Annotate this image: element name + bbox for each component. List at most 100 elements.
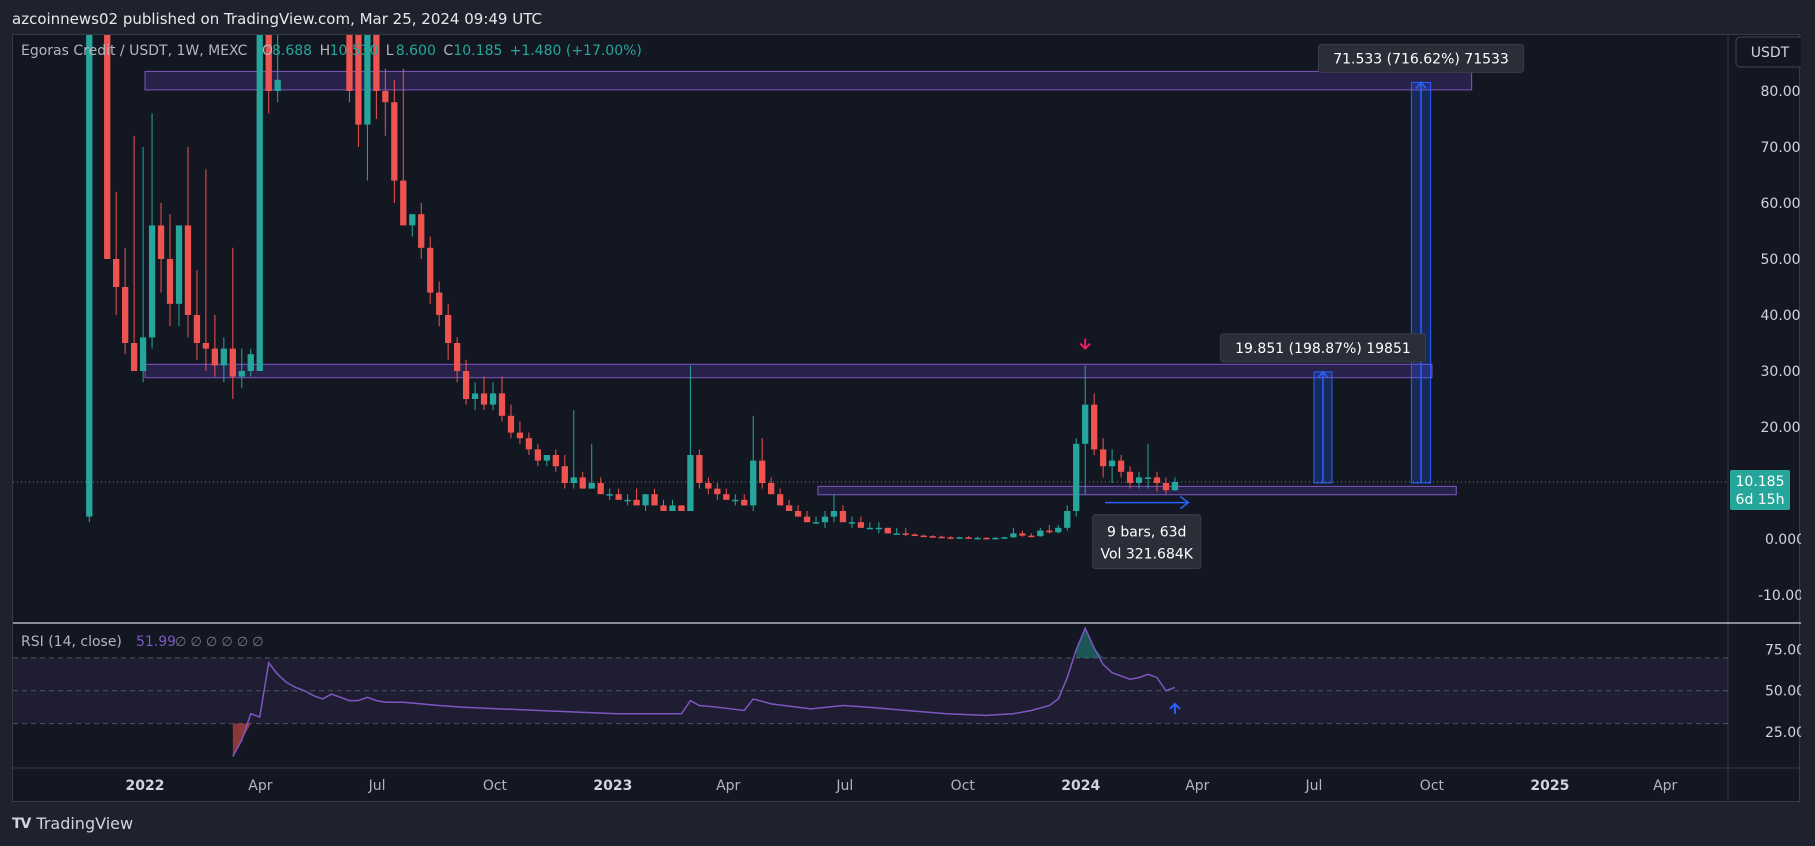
candle-body: [651, 494, 658, 506]
symbol-legend-title: Egoras Credit / USDT, 1W, MEXC: [21, 43, 248, 59]
tradingview-logo-icon[interactable]: TV: [12, 815, 31, 832]
candle-body: [471, 393, 479, 399]
y-tick-label: 40.000: [1761, 308, 1802, 324]
candle-body: [893, 533, 900, 535]
candle-body: [498, 393, 506, 416]
candle-body: [839, 511, 847, 523]
candle-body: [615, 494, 622, 500]
candle-body: [346, 35, 353, 91]
candle-body: [1091, 404, 1098, 450]
candle-body: [956, 537, 963, 539]
candle-body: [1171, 481, 1179, 491]
candle-body: [409, 214, 416, 226]
candle-body: [983, 537, 990, 540]
candle-body: [489, 393, 497, 405]
candle-body: [391, 102, 398, 181]
candle-body: [678, 505, 685, 511]
candle-body: [1108, 460, 1116, 467]
candle-body: [148, 225, 156, 338]
candle-body: [624, 499, 631, 502]
candle-body: [113, 259, 120, 287]
date-range-bars-label: 9 bars, 63d: [1107, 525, 1186, 541]
candles-group: [86, 35, 1179, 540]
candle-body: [445, 315, 452, 343]
candle-body: [184, 225, 192, 315]
up-arrow-marker-icon: [1169, 702, 1181, 714]
candle-body: [480, 393, 488, 405]
candle-body: [794, 511, 802, 517]
rsi-line: [232, 626, 1176, 757]
candle-body: [606, 494, 613, 496]
candle-body: [669, 505, 676, 511]
y-tick-label: 0.000: [1765, 532, 1801, 548]
candle-body: [705, 483, 712, 489]
candle-body: [418, 214, 425, 248]
measure-arrow-icon: [1317, 370, 1329, 379]
bar-countdown-label: 6d 15h: [1736, 492, 1785, 508]
chart-canvas[interactable]: 80.000 70.000 60.000 50.000 40.000 30.000 20.0…: [13, 35, 1801, 803]
legend-ohlc-value: 10.530: [330, 43, 379, 59]
candle-body: [696, 455, 703, 483]
candle-body: [382, 91, 389, 103]
y-tick-label: -10.000: [1758, 588, 1801, 604]
candle-body: [453, 343, 461, 371]
candle-body: [525, 438, 533, 450]
candle-body: [947, 537, 954, 539]
candle-body: [202, 343, 210, 349]
legend-ohlc-key: C: [443, 43, 453, 59]
candle-body: [938, 536, 945, 539]
candle-body: [920, 535, 927, 538]
candle-body: [229, 348, 236, 377]
x-tick-label: 2023: [593, 778, 632, 794]
candle-body: [875, 527, 882, 530]
candle-body: [1037, 530, 1044, 537]
y-tick-label: 60.000: [1761, 196, 1802, 212]
candle-body: [633, 499, 640, 506]
footer-brand[interactable]: TradingView: [36, 814, 134, 833]
rsi-oversold-fill: [232, 723, 260, 757]
measure-label-box: [1219, 333, 1427, 363]
x-tick-label: 2025: [1530, 778, 1569, 794]
candle-body: [462, 371, 470, 399]
candle-body: [122, 287, 129, 343]
chart-area[interactable]: 80.000 70.000 60.000 50.000 40.000 30.000 20.0…: [12, 34, 1801, 803]
candle-body: [848, 522, 856, 524]
candle-body: [1082, 404, 1089, 444]
currency-button: [1735, 36, 1801, 68]
x-tick-label: 2022: [126, 778, 165, 794]
candle-body: [552, 455, 559, 467]
candle-body: [1162, 483, 1170, 491]
x-tick-label: 2024: [1061, 778, 1100, 794]
candle-body: [1010, 533, 1017, 538]
candle-body: [785, 505, 793, 511]
currency-button-label: USDT: [1751, 45, 1790, 61]
support-zone: [817, 485, 1457, 496]
rsi-group: [232, 626, 1176, 757]
candle-body: [830, 511, 838, 517]
x-tick-label: Jul: [1305, 778, 1323, 794]
rsi-legend-extras: ∅ ∅ ∅ ∅ ∅ ∅: [175, 635, 264, 650]
candle-body: [139, 337, 147, 371]
candle-body: [436, 292, 443, 315]
candle-body: [400, 180, 407, 226]
candle-body: [768, 483, 775, 495]
candle-body: [597, 483, 604, 495]
candle-body: [86, 35, 93, 517]
rsi-overbought-fill: [1076, 628, 1104, 658]
x-tick-label: Apr: [1185, 778, 1209, 794]
candle-body: [130, 343, 138, 371]
candle-body: [741, 499, 748, 506]
candle-body: [1055, 527, 1062, 533]
candle-body: [355, 35, 362, 125]
candle-body: [723, 494, 730, 500]
candle-body: [732, 499, 739, 502]
y-tick-label: 20.000: [1761, 420, 1802, 436]
candle-body: [507, 415, 515, 433]
candle-body: [373, 35, 380, 91]
candle-body: [247, 354, 254, 371]
support-zone: [144, 363, 1433, 379]
candle-body: [534, 449, 542, 461]
candle-body: [274, 79, 281, 91]
legend-ohlc-key: H: [320, 43, 331, 59]
candle-body: [821, 516, 829, 523]
